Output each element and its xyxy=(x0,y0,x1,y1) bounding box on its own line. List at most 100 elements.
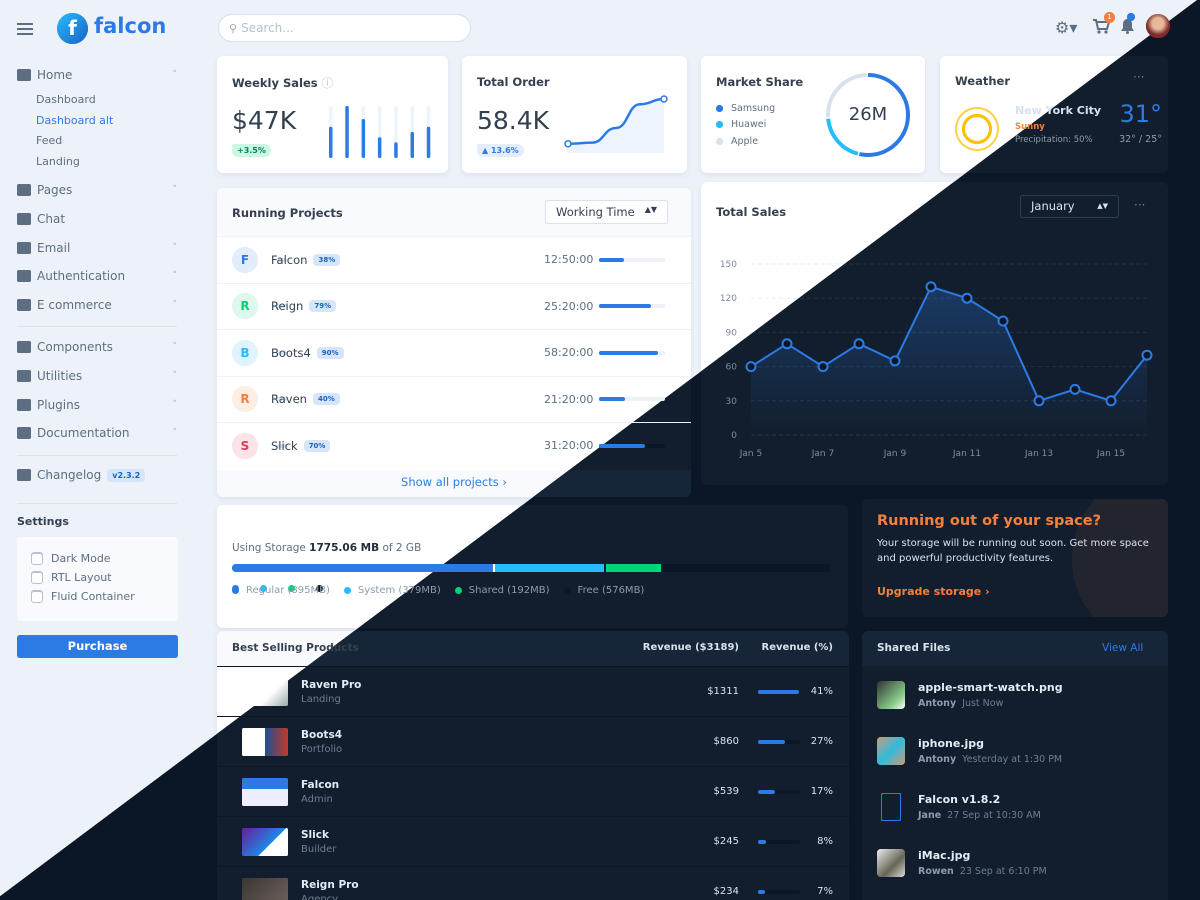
settings-title: Settings xyxy=(17,515,69,528)
view-all-link[interactable]: View All xyxy=(1102,642,1144,654)
product-name[interactable]: Falcon xyxy=(301,778,340,791)
fluid-container-checkbox[interactable]: Fluid Container xyxy=(31,590,135,603)
show-all-projects-link[interactable]: Show all projects › xyxy=(401,475,507,489)
y-tick-label: 120 xyxy=(720,294,737,304)
more-options-icon[interactable]: ··· xyxy=(1134,198,1146,212)
purchase-button[interactable]: Purchase xyxy=(17,635,178,658)
rtl-layout-checkbox[interactable]: RTL Layout xyxy=(31,571,112,584)
project-name[interactable]: Raven xyxy=(271,392,307,406)
sidebar-subitem-landing[interactable]: Landing xyxy=(36,155,80,169)
sidebar-item-utilities[interactable]: Utilities ˅ xyxy=(17,365,177,387)
sidebar-item-e-commerce[interactable]: E commerce ˅ xyxy=(17,294,177,316)
chevron-up-icon[interactable]: ˄ xyxy=(172,70,178,80)
product-name[interactable]: Boots4 xyxy=(301,728,343,741)
x-tick-label: Jan 5 xyxy=(739,449,762,459)
product-row[interactable]: Reign Pro Agency $234 7% xyxy=(217,866,849,900)
chevron-down-icon[interactable]: ˅ xyxy=(172,400,178,410)
project-name[interactable]: Boots4 xyxy=(271,345,311,360)
chevron-down-icon[interactable]: ˅ xyxy=(172,342,178,352)
legend-item: Samsung xyxy=(716,100,775,117)
sidebar-item-label: Documentation xyxy=(37,426,130,440)
shared-file-item[interactable]: apple-smart-watch.png Antony Just Now xyxy=(877,681,1063,709)
product-name[interactable]: Slick xyxy=(301,828,329,841)
file-name[interactable]: iMac.jpg xyxy=(918,849,971,862)
legend-dot xyxy=(563,587,571,594)
book-icon xyxy=(17,427,31,439)
chevron-down-icon[interactable]: ˅ xyxy=(172,271,178,281)
file-name[interactable]: iphone.jpg xyxy=(918,737,985,750)
sidebar-item-components[interactable]: Components ˅ xyxy=(17,336,177,358)
sidebar-item-chat[interactable]: Chat xyxy=(17,208,177,230)
brand-name[interactable]: falcon xyxy=(94,14,167,38)
project-name[interactable]: Falcon xyxy=(271,252,308,267)
comments-icon xyxy=(17,213,31,225)
product-row[interactable]: Slick Builder $245 8% xyxy=(217,816,849,866)
month-select[interactable]: January ▲▼ xyxy=(1020,195,1119,218)
file-name[interactable]: Falcon v1.8.2 xyxy=(918,793,1001,806)
menu-icon[interactable] xyxy=(17,21,33,35)
product-row[interactable]: Raven Pro Landing $1311 41% xyxy=(217,666,849,716)
sidebar-subitem-dashboard-alt[interactable]: Dashboard alt xyxy=(36,113,114,127)
product-row[interactable]: Boots4 Portfolio $860 27% xyxy=(217,716,849,766)
donut-slice-apple xyxy=(826,73,910,157)
file-name[interactable]: apple-smart-watch.png xyxy=(918,681,1063,694)
upgrade-storage-link[interactable]: Upgrade storage › xyxy=(877,585,990,598)
sidebar-divider xyxy=(17,326,177,327)
project-row[interactable]: B Boots4 90% 58:20:00 xyxy=(217,329,691,375)
total-order-point xyxy=(564,139,572,148)
project-progress-bar xyxy=(599,397,665,401)
chevron-down-icon[interactable]: ˅ xyxy=(172,243,178,253)
bell-icon[interactable] xyxy=(1120,18,1135,34)
revenue-column-header[interactable]: Revenue ($3189) xyxy=(642,642,739,653)
shared-file-item[interactable]: iphone.jpg Antony Yesterday at 1:30 PM xyxy=(877,737,1062,765)
chevron-down-icon[interactable]: ˅ xyxy=(172,300,178,310)
project-name[interactable]: Reign xyxy=(271,299,304,313)
project-row[interactable]: R Raven 40% 21:20:00 xyxy=(217,375,691,422)
shared-file-item[interactable]: Falcon v1.8.2 Jane 27 Sep at 10:30 AM xyxy=(877,793,1041,821)
project-progress-bar xyxy=(599,443,665,448)
dark-mode-checkbox[interactable]: Dark Mode xyxy=(31,552,111,565)
sidebar-item-home[interactable]: Home ˄ xyxy=(17,64,177,86)
copy-icon xyxy=(17,184,31,196)
product-name[interactable]: Raven Pro xyxy=(301,678,362,691)
shared-file-item[interactable]: iMac.jpg Rowen 23 Sep at 6:10 PM xyxy=(877,849,1047,877)
project-row[interactable]: R Reign 79% 25:20:00 xyxy=(217,282,691,329)
sales-point xyxy=(997,315,1009,327)
sidebar-subitem-dashboard[interactable]: Dashboard xyxy=(36,93,96,106)
sidebar-item-changelog[interactable]: Changelog v2.3.2 xyxy=(17,464,177,486)
more-options-icon[interactable]: ··· xyxy=(1133,70,1145,84)
settings-panel: Dark Mode RTL Layout Fluid Container xyxy=(17,537,178,621)
revenue-progress-bar xyxy=(758,739,800,744)
chevron-down-icon[interactable]: ˅ xyxy=(172,428,178,438)
product-row[interactable]: Falcon Admin $539 17% xyxy=(217,766,849,816)
market-share-total: 26M xyxy=(848,104,888,125)
chevron-down-icon[interactable]: ˅ xyxy=(172,371,178,381)
project-row[interactable]: F Falcon 38% 12:50:00 xyxy=(217,236,691,282)
sidebar-item-pages[interactable]: Pages ˅ xyxy=(17,179,177,201)
product-thumbnail xyxy=(242,777,288,806)
project-row[interactable]: S Slick 70% 31:20:00 xyxy=(217,422,691,468)
file-owner: Rowen xyxy=(918,866,954,877)
sidebar-item-authentication[interactable]: Authentication ˅ xyxy=(17,265,177,287)
product-name[interactable]: Reign Pro xyxy=(301,878,359,891)
product-thumbnail xyxy=(242,727,288,756)
storage-legend-item xyxy=(260,585,274,592)
chevron-down-icon[interactable]: ˅ xyxy=(172,185,178,195)
gear-icon[interactable]: ⚙▾ xyxy=(1055,18,1078,37)
avatar[interactable] xyxy=(1146,14,1170,38)
sidebar-item-email[interactable]: Email ˅ xyxy=(17,237,177,259)
product-percent: 41% xyxy=(810,686,833,697)
storage-legend-item: System (379MB) xyxy=(343,585,441,596)
sidebar-item-documentation[interactable]: Documentation ˅ xyxy=(17,422,177,444)
upgrade-storage-card: Running out of your space? Your storage … xyxy=(862,499,1168,617)
sidebar-subitem-feed[interactable]: Feed xyxy=(36,134,63,148)
market-share-title: Market Share xyxy=(716,75,804,89)
revenue-percent-column-header[interactable]: Revenue (%) xyxy=(761,642,833,653)
sales-point xyxy=(1141,349,1153,361)
project-name[interactable]: Slick xyxy=(271,438,298,453)
search-input[interactable]: ⚲ Search... xyxy=(218,14,471,42)
sidebar-item-plugins[interactable]: Plugins ˅ xyxy=(17,394,177,416)
working-time-select[interactable]: Working Time ▲▼ xyxy=(545,200,668,224)
falcon-logo-icon[interactable]: f xyxy=(57,13,88,44)
